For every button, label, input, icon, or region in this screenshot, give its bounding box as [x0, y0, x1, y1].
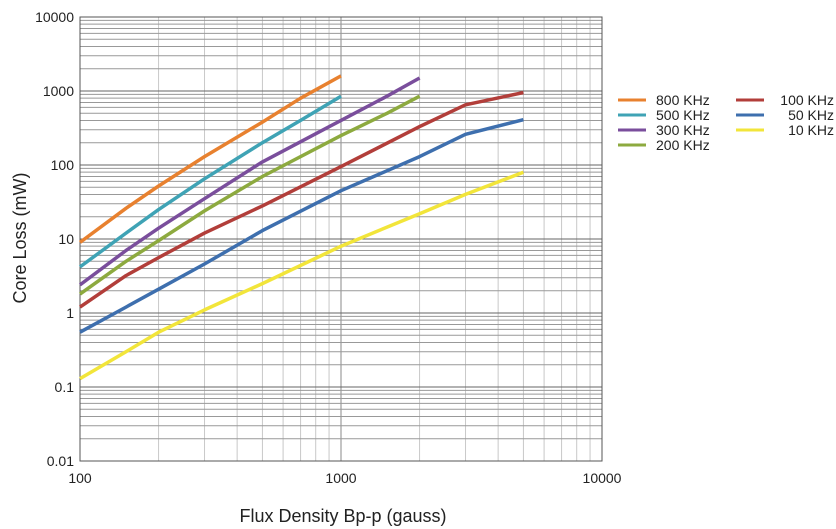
legend-label: 500 KHz: [656, 107, 710, 123]
series-line-100-khz: [79, 90, 524, 309]
x-tick-label: 100: [68, 470, 92, 486]
legend-label: 200 KHz: [656, 137, 710, 153]
y-tick-label: 1000: [43, 83, 74, 99]
series-line-500-khz: [78, 94, 342, 269]
x-tick-label: 10000: [583, 470, 622, 486]
legend-label: 100 KHz: [780, 92, 834, 108]
grid-lines: [79, 17, 602, 462]
y-tick-labels: 0.01 0.1 1 10 100 1000 10000: [35, 9, 74, 469]
plot-area-frame: [79, 16, 603, 462]
legend-label: 800 KHz: [656, 92, 710, 108]
x-axis-title: Flux Density Bp-p (gauss): [239, 506, 446, 526]
legend-label: 10 KHz: [788, 122, 834, 138]
y-tick-label: 10: [58, 231, 74, 247]
series-line-300-khz: [78, 76, 421, 287]
x-tick-label: 1000: [325, 470, 356, 486]
y-tick-label: 0.1: [55, 379, 75, 395]
series-line-200-khz: [78, 94, 421, 296]
y-axis-title: Core Loss (mW): [10, 172, 30, 303]
y-tick-label: 1: [66, 305, 74, 321]
series-line-50-khz: [79, 118, 524, 334]
y-tick-label: 100: [51, 157, 75, 173]
series-lines: [78, 74, 525, 381]
x-tick-labels: 100 1000 10000: [68, 470, 621, 486]
series-line-800-khz: [78, 74, 342, 244]
series-line-10-khz: [79, 170, 525, 381]
legend-label: 50 KHz: [788, 107, 834, 123]
legend-label: 300 KHz: [656, 122, 710, 138]
y-tick-label: 10000: [35, 9, 74, 25]
y-tick-label: 0.01: [47, 453, 74, 469]
